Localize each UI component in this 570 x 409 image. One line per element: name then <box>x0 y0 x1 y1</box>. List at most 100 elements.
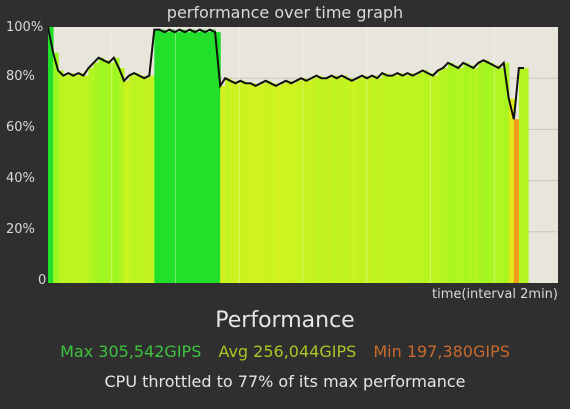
performance-bar <box>417 73 424 283</box>
performance-bar <box>448 62 454 283</box>
performance-bar <box>270 83 277 283</box>
y-tick-label: 100% <box>6 20 44 35</box>
performance-bar <box>48 27 54 283</box>
performance-bar <box>88 67 95 283</box>
performance-bar <box>321 78 328 283</box>
performance-bar <box>508 98 515 283</box>
performance-bar <box>422 70 429 283</box>
performance-bar <box>483 60 490 283</box>
performance-bar <box>513 119 520 283</box>
performance-bar <box>336 78 343 283</box>
avg-performance: Avg 256,044GIPS <box>218 342 357 361</box>
performance-bar <box>286 80 292 283</box>
performance-bar <box>73 75 79 283</box>
performance-bar <box>473 67 480 283</box>
performance-bar <box>210 29 216 283</box>
performance-bar <box>240 80 247 283</box>
performance-bar <box>503 62 510 283</box>
performance-bar <box>265 80 272 283</box>
performance-bar <box>296 80 302 283</box>
performance-heading: Performance <box>215 308 355 333</box>
performance-bar <box>387 75 393 283</box>
performance-bar <box>93 62 100 283</box>
performance-bar <box>123 80 130 283</box>
performance-bar <box>113 57 120 283</box>
performance-bar <box>306 80 312 283</box>
performance-bar <box>78 73 85 283</box>
performance-bar <box>179 29 186 283</box>
performance-bar <box>524 67 529 283</box>
performance-bar <box>468 65 474 283</box>
performance-bar <box>245 83 252 283</box>
performance-chart <box>48 27 558 283</box>
performance-bar <box>129 75 135 283</box>
performance-bar <box>194 32 201 283</box>
performance-bar <box>139 75 145 283</box>
performance-bar <box>199 29 206 283</box>
performance-bar <box>215 32 221 283</box>
performance-bar <box>225 78 231 283</box>
performance-bar <box>377 78 383 283</box>
performance-bar <box>326 78 333 283</box>
performance-bar <box>346 78 353 283</box>
y-tick-label: 20% <box>6 222 35 237</box>
performance-bar <box>260 83 267 283</box>
performance-bar <box>235 83 242 283</box>
performance-bar <box>58 70 64 283</box>
min-performance: Min 197,380GIPS <box>373 342 510 361</box>
performance-bar <box>478 62 485 283</box>
performance-bar <box>169 29 176 283</box>
performance-bar <box>453 65 459 283</box>
stats-row: Max 305,542GIPS Avg 256,044GIPS Min 197,… <box>0 342 570 361</box>
y-tick-label: 60% <box>6 120 35 135</box>
performance-bar <box>458 67 464 283</box>
performance-bar <box>118 67 125 283</box>
graph-title: performance over time graph <box>166 3 404 22</box>
performance-bar <box>275 85 282 283</box>
performance-bar <box>189 29 196 283</box>
performance-bar <box>351 80 358 283</box>
performance-bar <box>154 29 161 283</box>
performance-bar <box>301 78 307 283</box>
performance-bar <box>331 75 338 283</box>
performance-bar <box>63 75 69 283</box>
performance-bar <box>437 70 444 283</box>
throttle-status: CPU throttled to 77% of its max performa… <box>104 372 466 391</box>
performance-bar <box>316 75 323 283</box>
performance-bar <box>164 32 171 283</box>
performance-bar <box>159 29 166 283</box>
performance-bar <box>103 60 110 283</box>
y-tick-label: 0 <box>38 273 47 288</box>
performance-bar <box>442 67 449 283</box>
performance-bar <box>149 75 155 283</box>
performance-bar <box>220 85 226 283</box>
performance-bar <box>341 75 348 283</box>
performance-bar <box>372 75 378 283</box>
performance-bar <box>463 62 469 283</box>
max-performance: Max 305,542GIPS <box>60 342 202 361</box>
performance-bar <box>356 78 363 283</box>
performance-bar <box>144 78 150 283</box>
performance-bar <box>407 73 414 283</box>
performance-bar <box>427 73 434 283</box>
performance-bar <box>432 75 439 283</box>
performance-bar <box>184 32 191 283</box>
y-tick-label: 40% <box>6 171 35 186</box>
performance-bars <box>48 27 529 283</box>
performance-bar <box>397 73 404 283</box>
performance-bar <box>382 73 388 283</box>
performance-bar <box>98 57 105 283</box>
y-tick-label: 80% <box>6 69 35 84</box>
performance-bar <box>402 75 409 283</box>
performance-bar <box>280 83 287 283</box>
performance-bar <box>83 75 90 283</box>
performance-bar <box>53 52 59 283</box>
performance-bar <box>412 75 419 283</box>
performance-line <box>48 27 524 120</box>
vertical-gridlines <box>111 27 495 283</box>
performance-bar <box>367 78 373 283</box>
performance-bar <box>361 75 368 283</box>
performance-bar <box>174 32 181 283</box>
performance-bar <box>134 73 140 283</box>
performance-bar <box>255 85 262 283</box>
